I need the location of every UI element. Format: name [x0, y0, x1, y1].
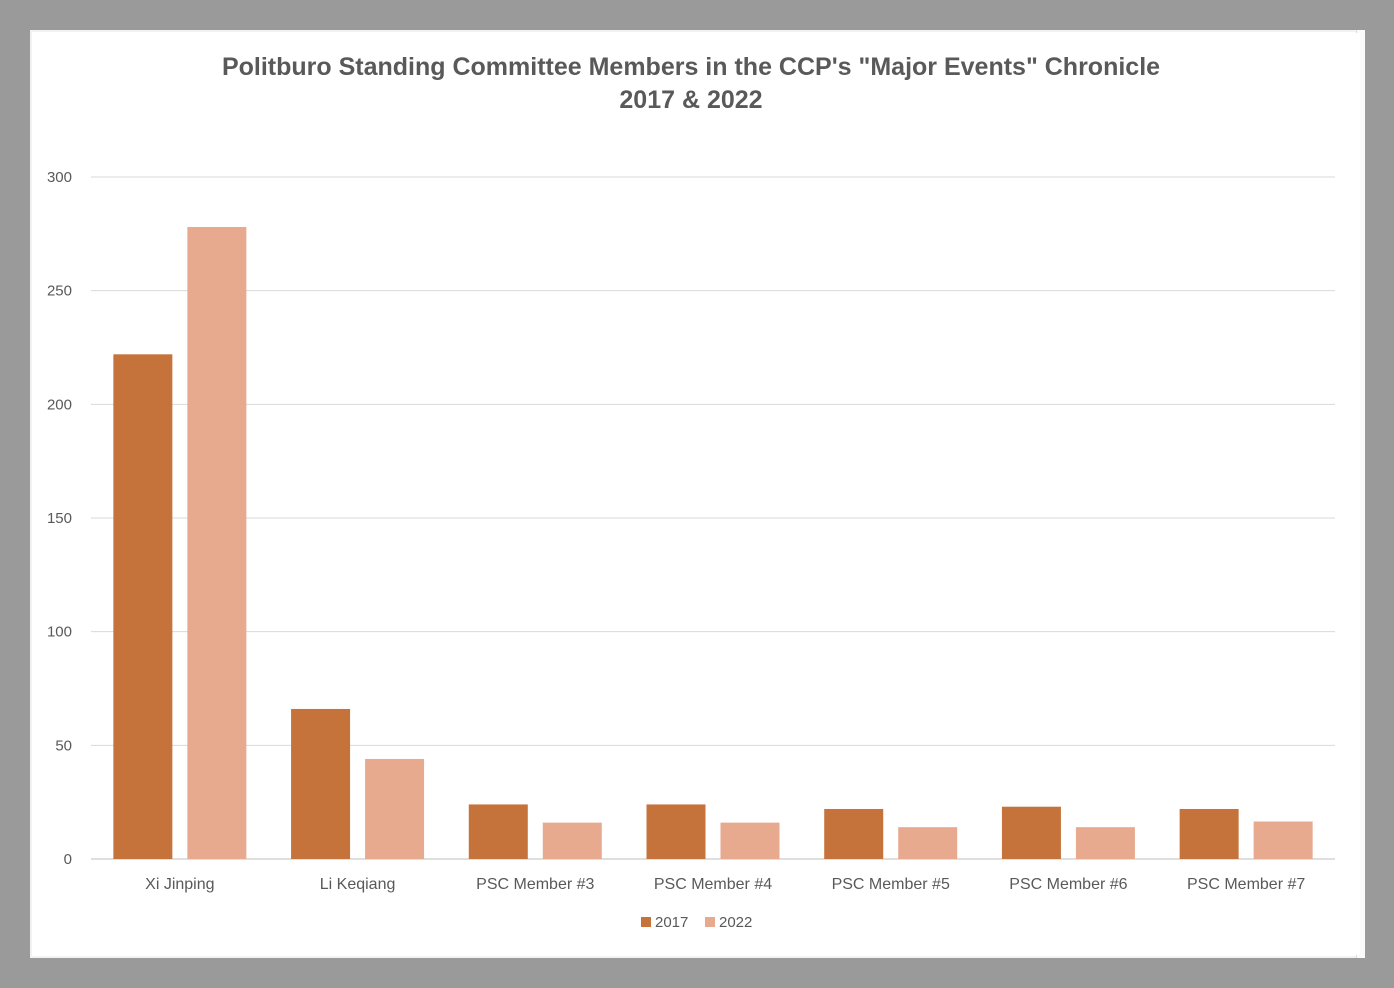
bar-2022-2[interactable]: [542, 822, 602, 859]
x-category-label: PSC Member #6: [1009, 876, 1127, 893]
legend-label: 2022: [719, 914, 752, 931]
legend-label: 2017: [655, 914, 688, 931]
bars: [113, 227, 1313, 860]
y-tick-label: 250: [47, 283, 72, 300]
chart-title: Politburo Standing Committee Members in …: [222, 53, 1160, 81]
x-category-label: PSC Member #5: [832, 876, 950, 893]
y-tick-label: 200: [47, 396, 72, 413]
bar-2017-1[interactable]: [291, 708, 351, 859]
bar-2022-3[interactable]: [720, 822, 780, 859]
y-tick-label: 300: [47, 169, 72, 186]
bar-2022-1[interactable]: [365, 758, 425, 859]
y-tick-label: 150: [47, 510, 72, 527]
bar-2017-6[interactable]: [1179, 808, 1239, 859]
x-category-label: Li Keqiang: [320, 876, 396, 893]
x-category-label: PSC Member #7: [1187, 876, 1305, 893]
bar-chart: Politburo Standing Committee Members in …: [47, 53, 1335, 931]
bar-2017-0[interactable]: [113, 354, 173, 859]
gridlines: [91, 176, 1335, 860]
bar-2017-3[interactable]: [646, 804, 706, 859]
bar-2017-2[interactable]: [468, 804, 528, 859]
chart-area[interactable]: Politburo Standing Committee Members in …: [34, 33, 1360, 955]
x-axis-labels: Xi Jinping Li Keqiang PSC Member #3 PSC Mem…: [145, 876, 1305, 893]
y-axis-ticks: 0 50 100 150 200 250 300: [47, 169, 72, 868]
bar-2017-5[interactable]: [1001, 806, 1061, 859]
y-tick-label: 50: [55, 737, 72, 754]
bar-2022-0[interactable]: [187, 227, 247, 860]
y-tick-label: 0: [64, 851, 72, 868]
x-category-label: PSC Member #4: [654, 876, 772, 893]
bar-2022-6[interactable]: [1253, 821, 1313, 859]
y-tick-label: 100: [47, 624, 72, 641]
x-category-label: PSC Member #3: [476, 876, 594, 893]
chart-subtitle: 2017 & 2022: [619, 86, 762, 114]
legend-swatch-2022: [705, 917, 715, 927]
legend-swatch-2017: [641, 917, 651, 927]
bar-2022-4[interactable]: [898, 827, 958, 859]
legend: 2017 2022: [641, 914, 752, 931]
bar-2017-4[interactable]: [824, 808, 884, 859]
x-category-label: Xi Jinping: [145, 876, 214, 893]
bar-2022-5[interactable]: [1075, 827, 1135, 859]
